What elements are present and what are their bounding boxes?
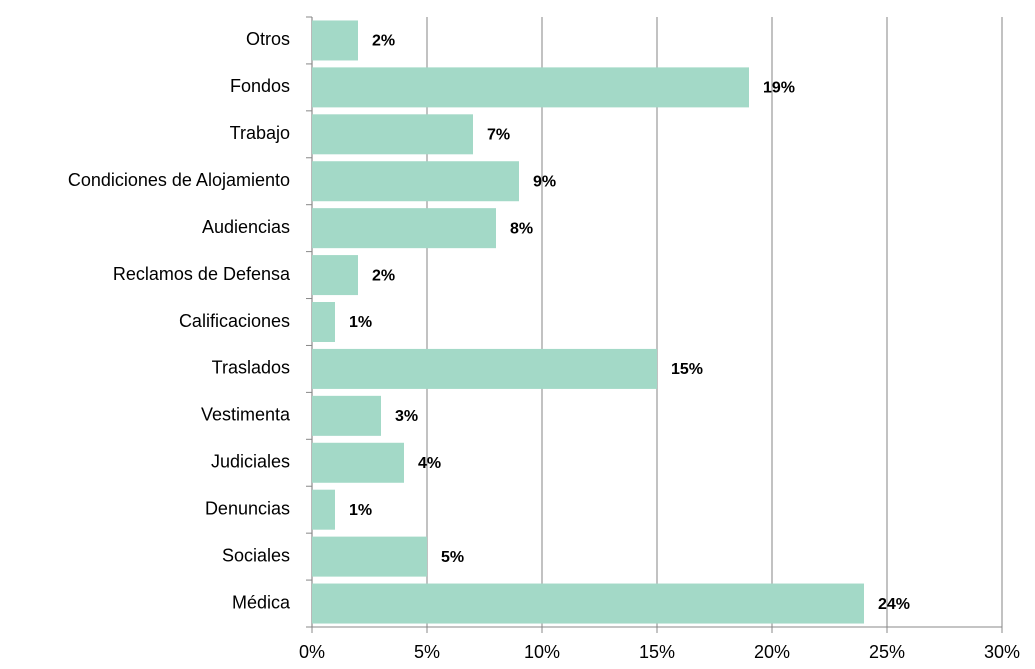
y-tick-label: Traslados — [212, 358, 290, 378]
value-label: 1% — [349, 314, 372, 331]
y-tick-label: Trabajo — [230, 123, 290, 143]
y-tick-label: Médica — [232, 592, 291, 612]
bar — [312, 161, 519, 202]
value-label: 2% — [372, 267, 395, 284]
bar — [312, 442, 404, 483]
y-tick-label: Calificaciones — [179, 311, 290, 331]
value-label: 24% — [878, 596, 910, 613]
value-label: 2% — [372, 33, 395, 50]
y-tick-label: Otros — [246, 29, 290, 49]
bar — [312, 20, 358, 61]
x-tick-label: 10% — [524, 642, 560, 662]
x-tick-label: 30% — [984, 642, 1020, 662]
x-tick-label: 25% — [869, 642, 905, 662]
bar — [312, 208, 496, 249]
y-tick-label: Sociales — [222, 545, 290, 565]
y-tick-label: Audiencias — [202, 217, 290, 237]
x-tick-label: 20% — [754, 642, 790, 662]
value-label: 7% — [487, 127, 510, 144]
bar — [312, 348, 657, 389]
y-tick-label: Vestimenta — [201, 405, 291, 425]
y-tick-label: Judiciales — [211, 452, 290, 472]
x-tick-label: 15% — [639, 642, 675, 662]
value-label: 19% — [763, 80, 795, 97]
bar — [312, 114, 473, 155]
value-label: 1% — [349, 502, 372, 519]
value-label: 4% — [418, 455, 441, 472]
value-label: 3% — [395, 408, 418, 425]
y-tick-label: Denuncias — [205, 498, 290, 518]
value-label: 15% — [671, 361, 703, 378]
value-label: 8% — [510, 220, 533, 237]
bar — [312, 536, 427, 577]
y-tick-label: Fondos — [230, 76, 290, 96]
bar — [312, 302, 335, 342]
y-tick-label: Reclamos de Defensa — [113, 264, 291, 284]
bar — [312, 489, 335, 530]
value-label: 5% — [441, 549, 464, 566]
bar — [312, 583, 864, 624]
bar — [312, 395, 381, 436]
x-tick-label: 5% — [414, 642, 440, 662]
bar — [312, 255, 358, 296]
y-tick-label: Condiciones de Alojamiento — [68, 170, 290, 190]
bar — [312, 67, 749, 108]
value-label: 9% — [533, 173, 556, 190]
x-tick-label: 0% — [299, 642, 325, 662]
